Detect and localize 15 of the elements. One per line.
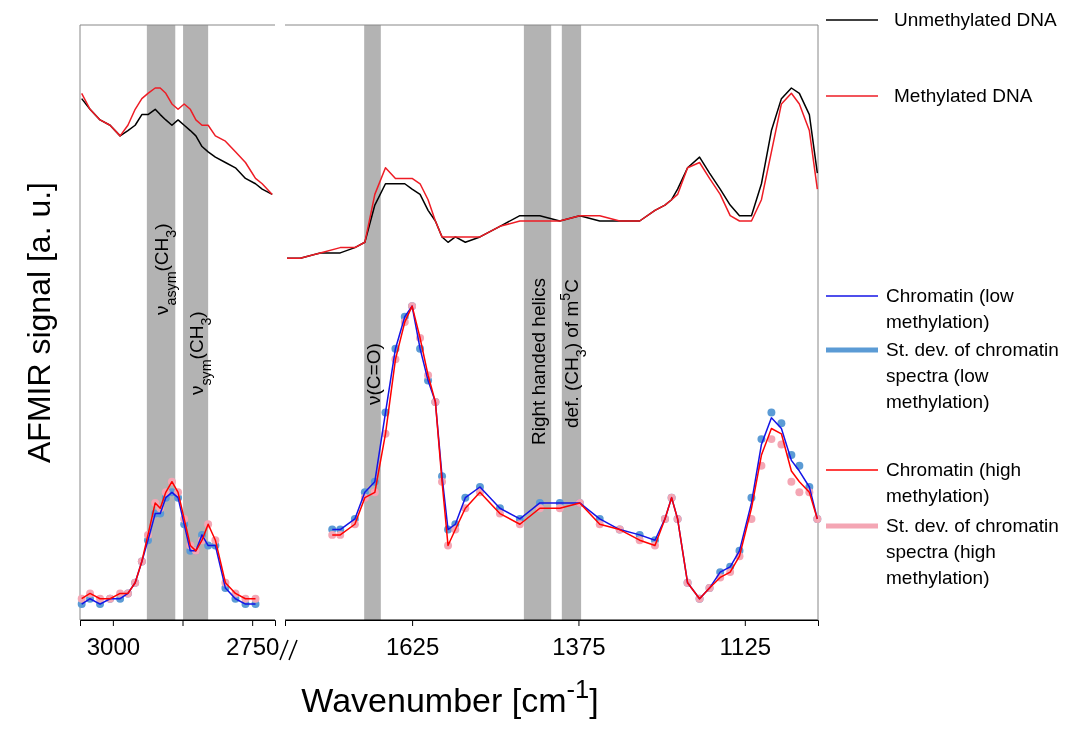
x-tick-label: 2750 bbox=[225, 633, 280, 661]
legend-label: Chromatin (high methylation) bbox=[886, 459, 1022, 506]
band-label: ν(C=O) bbox=[362, 343, 384, 405]
legend-label: St. dev. of chromatin spectra (low methylation) bbox=[886, 339, 1059, 412]
legend-label: Methylated DNA bbox=[894, 85, 1033, 106]
legend-label: St. dev. of chromatin spectra (high methylation) bbox=[886, 515, 1059, 588]
x-tick-label: 1625 bbox=[385, 633, 440, 661]
legend-label: Chromatin (low methylation) bbox=[886, 285, 1015, 332]
x-axis-title: Wavenumber [cm$^{-1}$] bbox=[301, 675, 599, 719]
x-tick-label: 1375 bbox=[552, 633, 606, 661]
band-label: Right handed helics bbox=[527, 278, 549, 445]
x-tick-label: 3000 bbox=[86, 633, 141, 661]
legend-label: Unmethylated DNA bbox=[894, 9, 1057, 30]
y-axis-title: AFMIR signal [a. u.] bbox=[21, 182, 57, 463]
x-tick-label: 1125 bbox=[719, 633, 772, 661]
